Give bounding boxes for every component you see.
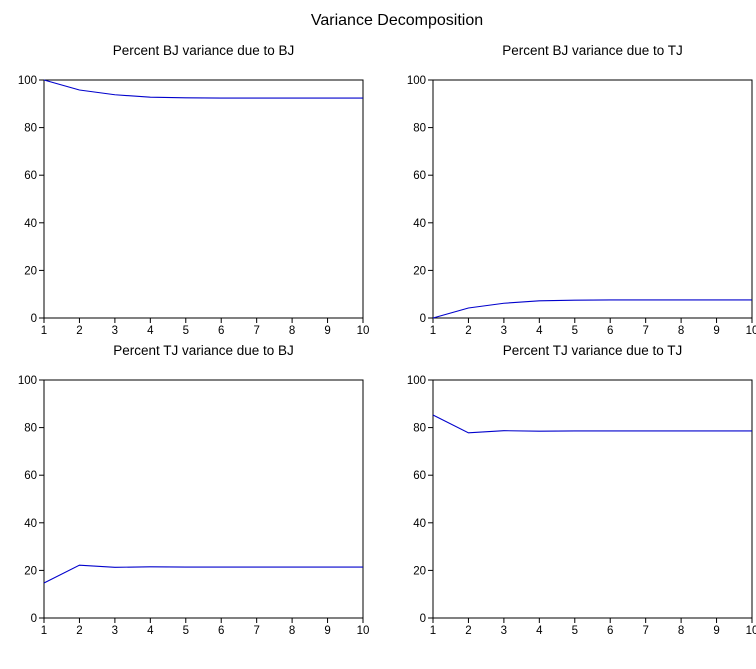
x-tick-label: 8 <box>289 625 295 637</box>
y-tick-label: 0 <box>420 313 426 325</box>
x-tick-label: 7 <box>253 325 259 337</box>
x-tick-label: 6 <box>218 325 224 337</box>
y-tick-label: 20 <box>413 265 426 277</box>
chart-panel-1: Percent BJ variance due to BJ 0 20 40 60 80 10… <box>18 43 370 337</box>
x-tick-label: 2 <box>465 625 471 637</box>
plot-frame <box>432 79 753 319</box>
chart-title: Percent BJ variance due to BJ <box>113 43 295 58</box>
y-tick-label: 80 <box>24 423 37 435</box>
plot-frame <box>43 79 364 319</box>
x-tick-label: 10 <box>746 625 756 637</box>
x-tick-label: 4 <box>147 325 154 337</box>
x-tick-label: 6 <box>218 625 224 637</box>
y-tick-label: 80 <box>413 423 426 435</box>
y-tick-label: 0 <box>31 613 37 625</box>
x-tick-label: 5 <box>572 325 578 337</box>
x-tick-label: 7 <box>642 625 648 637</box>
y-tick-label: 40 <box>413 218 426 230</box>
chart-title: Percent TJ variance due to TJ <box>503 343 683 358</box>
x-tick-label: 6 <box>607 325 613 337</box>
chart-title: Percent TJ variance due to BJ <box>113 343 294 358</box>
x-tick-label: 10 <box>357 625 370 637</box>
x-tick-label: 4 <box>536 325 543 337</box>
series-line <box>43 564 363 584</box>
y-tick-label: 40 <box>24 518 37 530</box>
y-tick-label: 100 <box>407 375 426 387</box>
y-tick-label: 20 <box>24 565 37 577</box>
plot-frame <box>432 379 753 619</box>
y-tick-label: 20 <box>413 565 426 577</box>
y-tick-label: 80 <box>24 123 37 135</box>
x-tick-label: 3 <box>112 325 118 337</box>
panels: Percent BJ variance due to BJ02040608010… <box>18 43 756 637</box>
x-tick-label: 2 <box>76 325 82 337</box>
x-tick-label: 9 <box>324 625 330 637</box>
x-tick-label: 3 <box>112 625 118 637</box>
x-tick-label: 10 <box>357 325 370 337</box>
y-tick-label: 20 <box>24 265 37 277</box>
chart-title: Percent BJ variance due to TJ <box>502 43 683 58</box>
x-tick-label: 7 <box>253 625 259 637</box>
y-tick-label: 60 <box>24 470 37 482</box>
y-tick-label: 0 <box>420 613 426 625</box>
chart-panel-2: Percent BJ variance due to TJ 0 20 40 60 80 10… <box>407 43 756 337</box>
x-tick-label: 9 <box>713 625 719 637</box>
x-tick-label: 5 <box>183 625 189 637</box>
x-tick-label: 8 <box>289 325 295 337</box>
y-tick-label: 40 <box>413 518 426 530</box>
x-tick-label: 8 <box>678 325 684 337</box>
x-tick-label: 9 <box>324 325 330 337</box>
y-tick-label: 80 <box>413 123 426 135</box>
y-tick-label: 60 <box>413 170 426 182</box>
chart-panel-4: Percent TJ variance due to TJ 0 20 40 60 80 10… <box>407 343 756 637</box>
x-tick-label: 9 <box>713 325 719 337</box>
x-tick-label: 5 <box>183 325 189 337</box>
x-tick-label: 1 <box>430 625 436 637</box>
x-tick-label: 3 <box>501 625 507 637</box>
plot-frame <box>43 379 364 619</box>
x-tick-label: 4 <box>536 625 543 637</box>
y-tick-label: 60 <box>413 470 426 482</box>
series-line <box>43 79 363 99</box>
x-tick-label: 1 <box>430 325 436 337</box>
x-tick-label: 2 <box>76 625 82 637</box>
x-tick-label: 3 <box>501 325 507 337</box>
y-tick-label: 40 <box>24 218 37 230</box>
x-tick-label: 1 <box>41 625 47 637</box>
series-line <box>432 414 752 434</box>
x-tick-label: 4 <box>147 625 154 637</box>
x-tick-label: 5 <box>572 625 578 637</box>
x-tick-label: 8 <box>678 625 684 637</box>
x-tick-label: 1 <box>41 325 47 337</box>
x-tick-label: 7 <box>642 325 648 337</box>
y-tick-label: 100 <box>407 75 426 87</box>
x-tick-label: 6 <box>607 625 613 637</box>
series-line <box>432 299 752 319</box>
y-tick-label: 100 <box>18 375 37 387</box>
y-tick-label: 60 <box>24 170 37 182</box>
x-tick-label: 10 <box>746 325 756 337</box>
y-tick-label: 100 <box>18 75 37 87</box>
figure-title: Variance Decomposition <box>311 12 483 29</box>
x-tick-label: 2 <box>465 325 471 337</box>
y-tick-label: 0 <box>31 313 37 325</box>
chart-panel-3: Percent TJ variance due to BJ 0 20 40 60 80 10… <box>18 343 370 637</box>
